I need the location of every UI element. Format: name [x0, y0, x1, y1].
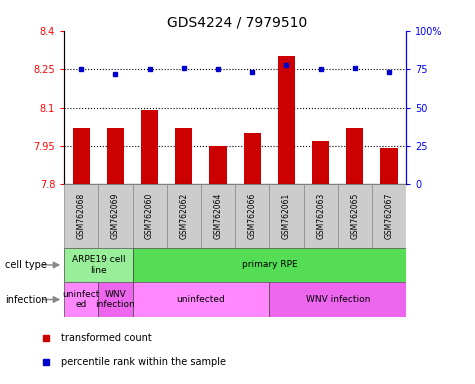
Text: WNV
infection: WNV infection: [95, 290, 135, 309]
Text: infection: infection: [5, 295, 47, 305]
Text: uninfected: uninfected: [177, 295, 225, 304]
Text: GSM762067: GSM762067: [385, 193, 393, 239]
Bar: [64, 248, 133, 282]
Bar: [133, 248, 406, 282]
Bar: [235, 184, 269, 248]
Bar: [167, 184, 201, 248]
Text: WNV infection: WNV infection: [305, 295, 370, 304]
Bar: [346, 128, 363, 184]
Text: GSM762060: GSM762060: [145, 193, 154, 239]
Text: GSM762068: GSM762068: [77, 193, 86, 239]
Text: transformed count: transformed count: [61, 333, 152, 343]
Bar: [64, 282, 98, 317]
Bar: [338, 184, 372, 248]
Bar: [73, 128, 90, 184]
Bar: [98, 282, 133, 317]
Bar: [64, 184, 98, 248]
Text: GSM762061: GSM762061: [282, 193, 291, 239]
Bar: [133, 184, 167, 248]
Bar: [372, 184, 406, 248]
Bar: [380, 149, 398, 184]
Bar: [209, 146, 227, 184]
Text: GSM762062: GSM762062: [180, 193, 188, 239]
Bar: [312, 141, 329, 184]
Text: ARPE19 cell
line: ARPE19 cell line: [72, 255, 125, 275]
Bar: [141, 110, 158, 184]
Text: GSM762063: GSM762063: [316, 193, 325, 239]
Bar: [278, 56, 295, 184]
Bar: [269, 282, 406, 317]
Bar: [269, 184, 304, 248]
Text: primary RPE: primary RPE: [241, 260, 297, 270]
Text: GDS4224 / 7979510: GDS4224 / 7979510: [167, 15, 308, 29]
Bar: [201, 184, 235, 248]
Text: percentile rank within the sample: percentile rank within the sample: [61, 357, 226, 367]
Text: GSM762064: GSM762064: [214, 193, 222, 239]
Bar: [175, 128, 192, 184]
Text: cell type: cell type: [5, 260, 47, 270]
Bar: [133, 282, 269, 317]
Text: GSM762066: GSM762066: [248, 193, 256, 239]
Bar: [98, 184, 133, 248]
Text: GSM762065: GSM762065: [351, 193, 359, 239]
Bar: [244, 133, 261, 184]
Bar: [304, 184, 338, 248]
Bar: [107, 128, 124, 184]
Text: uninfect
ed: uninfect ed: [63, 290, 100, 309]
Text: GSM762069: GSM762069: [111, 193, 120, 239]
